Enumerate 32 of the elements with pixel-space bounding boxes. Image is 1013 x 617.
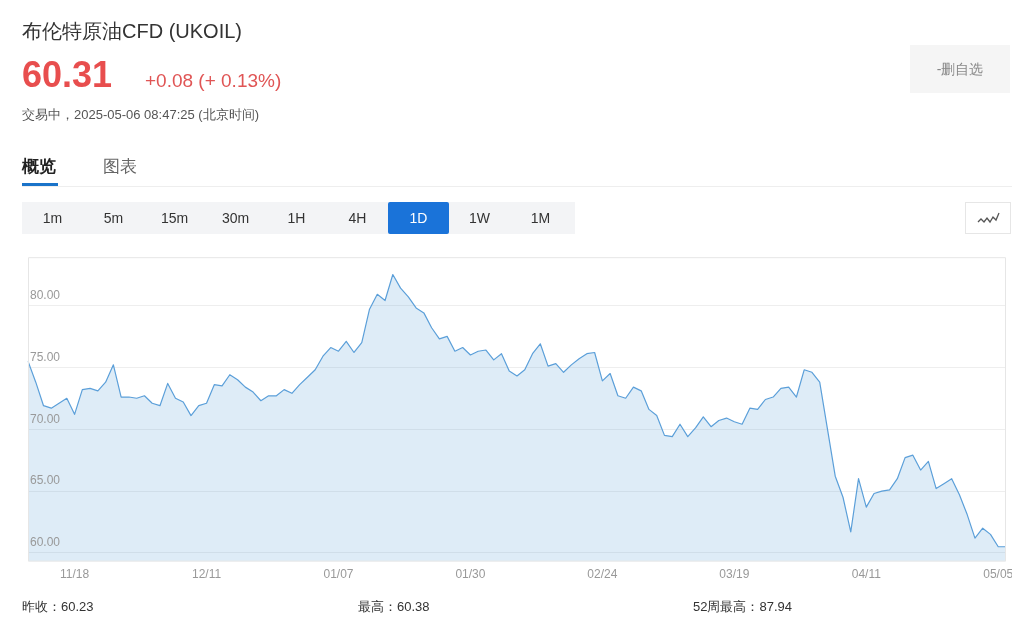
x-tick-label: 03/19 (719, 567, 750, 582)
text: +0.08 (+ 0.13%) (145, 70, 282, 92)
text: 1W (468, 209, 491, 228)
text: 15m (159, 209, 190, 228)
x-tick-label: 05/05 (983, 567, 1013, 582)
text: 1H (286, 209, 307, 228)
y-tick-label: 70.00 (30, 411, 61, 426)
text: 4H (347, 209, 368, 228)
text: 30m (220, 209, 251, 228)
text: 60.31 (22, 54, 113, 96)
text: 1M (529, 209, 552, 228)
x-tick-label: 01/30 (455, 567, 486, 582)
x-tick-label: 01/07 (323, 567, 354, 582)
text: 52周最高：87.94 (693, 598, 792, 616)
text: 5m (102, 209, 125, 228)
y-tick-label: 65.00 (30, 473, 61, 488)
x-tick-label: 04/11 (851, 567, 882, 582)
text: 交易中，2025-05-06 08:47:25 (北京时间) (22, 106, 259, 124)
text: 最高：60.38 (358, 598, 430, 616)
y-tick-label: 75.00 (30, 349, 61, 364)
text: -删自选 (910, 45, 1010, 93)
text: 1m (41, 209, 64, 228)
text: 概览 (22, 156, 56, 178)
x-tick-label: 11/18 (60, 567, 90, 582)
text: 1D (388, 202, 449, 234)
text: 昨收：60.23 (22, 598, 94, 616)
x-tick-label: 02/24 (587, 567, 618, 582)
y-tick-label: 60.00 (30, 535, 61, 550)
x-tick-label: 12/11 (191, 567, 222, 582)
text: 图表 (103, 156, 137, 178)
chart-title: 布伦特原油CFD (UKOIL) (22, 19, 242, 44)
y-tick-label: 80.00 (30, 287, 61, 302)
